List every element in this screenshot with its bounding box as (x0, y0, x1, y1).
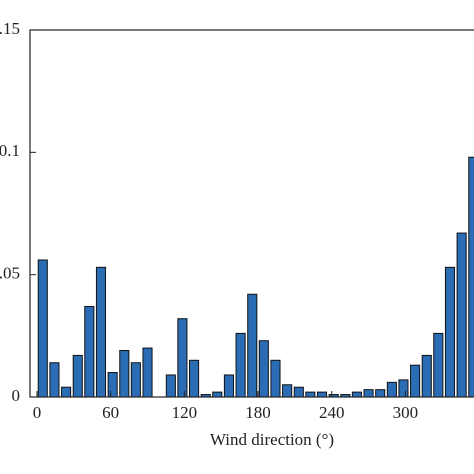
bar (142, 347, 153, 398)
x-tick-label: 0 (33, 403, 42, 422)
bar (177, 318, 188, 398)
bar (386, 381, 397, 398)
bar (212, 391, 223, 398)
plot-frame (29, 29, 474, 398)
bar (293, 386, 304, 398)
bar (468, 156, 474, 398)
bar (282, 384, 293, 398)
bar (433, 332, 444, 398)
bar (119, 350, 130, 398)
y-tick-label: 0 (12, 386, 21, 405)
x-axis-label: Wind direction (°) (210, 430, 334, 449)
y-tick-label: 0.15 (0, 19, 20, 38)
bar (165, 374, 176, 398)
bar (61, 386, 72, 398)
bar (444, 266, 456, 398)
y-tick-label: 0.1 (0, 141, 20, 160)
bar (223, 374, 234, 398)
bar (49, 362, 60, 398)
bar (247, 293, 258, 398)
bar (189, 359, 200, 398)
bar (37, 259, 48, 398)
bar (258, 340, 269, 398)
bar (130, 362, 141, 398)
bar (351, 391, 362, 398)
bar (72, 354, 83, 398)
bar (84, 305, 95, 398)
bar (95, 266, 107, 398)
x-tick-label: 60 (102, 403, 119, 422)
bar (456, 232, 467, 398)
bar (421, 354, 432, 398)
bar (270, 359, 281, 398)
bar (398, 379, 409, 398)
x-tick-label: 120 (172, 403, 198, 422)
y-tick-label: 0.05 (0, 264, 20, 283)
x-tick-label: 300 (393, 403, 419, 422)
x-tick-label: 180 (245, 403, 271, 422)
bar (107, 372, 118, 398)
bar (410, 364, 421, 398)
bar (363, 389, 374, 398)
x-tick-label: 240 (319, 403, 345, 422)
bar (316, 391, 328, 398)
bar (375, 389, 386, 398)
bar (235, 332, 246, 398)
bar (305, 391, 316, 398)
